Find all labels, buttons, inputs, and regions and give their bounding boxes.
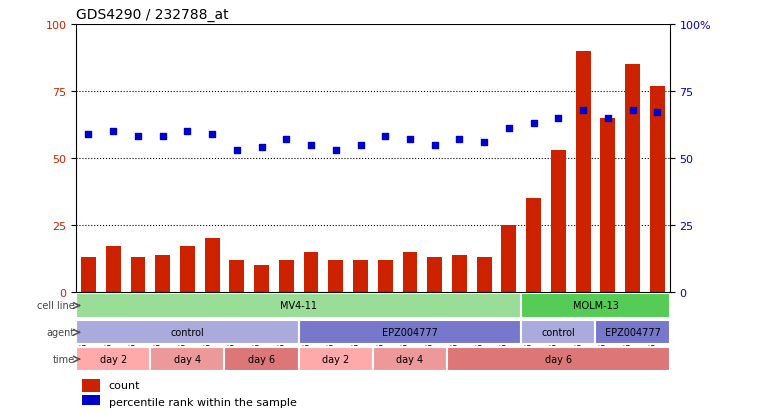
FancyBboxPatch shape: [76, 294, 521, 318]
Bar: [279, 260, 294, 292]
Bar: [625, 65, 640, 292]
FancyBboxPatch shape: [76, 320, 298, 344]
Text: control: control: [542, 328, 575, 337]
Bar: [403, 252, 417, 292]
Point: [231, 147, 243, 154]
Point: [280, 137, 292, 143]
Bar: [600, 119, 615, 292]
Point: [552, 115, 565, 122]
Text: day 6: day 6: [545, 354, 572, 364]
Bar: [476, 258, 492, 292]
FancyBboxPatch shape: [298, 347, 373, 371]
Point: [157, 134, 169, 140]
FancyBboxPatch shape: [150, 347, 224, 371]
Bar: [427, 258, 442, 292]
Bar: [329, 260, 343, 292]
Text: day 4: day 4: [396, 354, 424, 364]
Text: EPZ004777: EPZ004777: [605, 328, 661, 337]
FancyBboxPatch shape: [595, 320, 670, 344]
Bar: [180, 247, 195, 292]
Text: percentile rank within the sample: percentile rank within the sample: [109, 396, 297, 406]
Text: EPZ004777: EPZ004777: [382, 328, 438, 337]
Bar: [106, 247, 120, 292]
Bar: [377, 260, 393, 292]
Point: [651, 110, 664, 116]
Point: [454, 137, 466, 143]
Bar: [353, 260, 368, 292]
Point: [181, 128, 193, 135]
Bar: [81, 258, 96, 292]
Text: MOLM-13: MOLM-13: [572, 301, 619, 311]
FancyBboxPatch shape: [447, 347, 670, 371]
Bar: [304, 252, 318, 292]
Bar: [82, 395, 100, 408]
Text: agent: agent: [46, 328, 75, 337]
Bar: [650, 86, 664, 292]
Bar: [155, 255, 170, 292]
Point: [379, 134, 391, 140]
Point: [82, 131, 94, 138]
Bar: [575, 52, 591, 292]
Text: day 2: day 2: [100, 354, 127, 364]
Text: GDS4290 / 232788_at: GDS4290 / 232788_at: [76, 8, 229, 22]
Point: [132, 134, 144, 140]
Point: [107, 128, 119, 135]
FancyBboxPatch shape: [224, 347, 298, 371]
Point: [602, 115, 614, 122]
Point: [206, 131, 218, 138]
Bar: [551, 151, 566, 292]
FancyBboxPatch shape: [521, 320, 595, 344]
Point: [355, 142, 367, 149]
FancyBboxPatch shape: [76, 347, 150, 371]
Text: day 2: day 2: [322, 354, 349, 364]
Point: [478, 139, 490, 146]
Bar: [254, 266, 269, 292]
Text: control: control: [170, 328, 204, 337]
Bar: [205, 239, 219, 292]
Point: [256, 145, 268, 151]
Text: count: count: [109, 380, 140, 390]
Text: time: time: [53, 354, 75, 364]
Point: [577, 107, 589, 114]
FancyBboxPatch shape: [373, 347, 447, 371]
Point: [305, 142, 317, 149]
Bar: [501, 225, 516, 292]
Bar: [131, 258, 145, 292]
Point: [626, 107, 638, 114]
Point: [527, 121, 540, 127]
Text: cell line: cell line: [37, 301, 75, 311]
Point: [330, 147, 342, 154]
Point: [503, 126, 515, 133]
Text: MV4-11: MV4-11: [280, 301, 317, 311]
Bar: [452, 255, 466, 292]
Text: day 4: day 4: [174, 354, 201, 364]
Point: [428, 142, 441, 149]
Point: [404, 137, 416, 143]
Text: day 6: day 6: [248, 354, 275, 364]
Bar: [229, 260, 244, 292]
FancyBboxPatch shape: [298, 320, 521, 344]
Bar: [526, 199, 541, 292]
FancyBboxPatch shape: [521, 294, 670, 318]
Bar: [82, 379, 100, 392]
